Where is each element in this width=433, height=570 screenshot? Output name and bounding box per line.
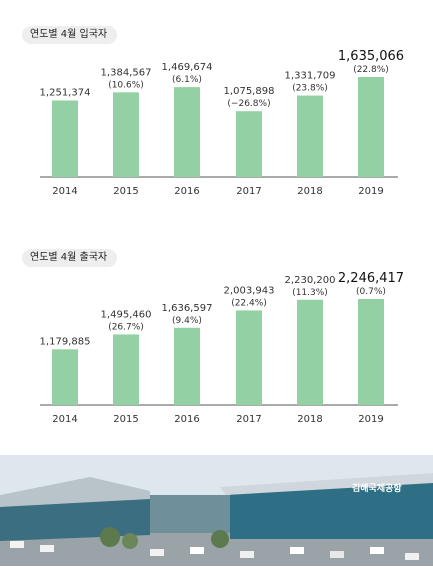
bar-2018 bbox=[297, 299, 323, 405]
value-label: 1,384,567 bbox=[101, 67, 152, 78]
growth-label: (0.7%) bbox=[356, 287, 386, 297]
center-terminal bbox=[150, 495, 240, 533]
value-label: 1,495,460 bbox=[101, 309, 152, 320]
bar-2017 bbox=[236, 111, 262, 177]
x-tick-label: 2015 bbox=[113, 186, 138, 197]
growth-label: (10.6%) bbox=[108, 80, 144, 90]
bar-2016 bbox=[174, 327, 200, 405]
value-label: 2,246,417 bbox=[338, 271, 404, 286]
x-tick-label: 2018 bbox=[297, 186, 322, 197]
growth-label: (11.3%) bbox=[292, 288, 328, 298]
main-terminal-roof bbox=[220, 473, 433, 495]
growth-label: (9.4%) bbox=[172, 316, 202, 326]
bar-2015 bbox=[113, 334, 139, 405]
arrivals-chart-title: 연도별 4월 입국자 bbox=[22, 26, 118, 44]
value-label: 1,179,885 bbox=[40, 336, 91, 347]
x-tick-label: 2016 bbox=[174, 414, 199, 425]
x-tick-label: 2015 bbox=[113, 414, 138, 425]
bar-2014 bbox=[52, 100, 78, 177]
value-label: 1,636,597 bbox=[162, 303, 213, 314]
airport-terminal-photo: 김해국제공항 bbox=[0, 455, 433, 566]
arrivals-bar-chart: 2014 1,251,374 2015 (10.6%) 1,384,567 2016 (6.… bbox=[40, 49, 405, 197]
growth-label: (−26.8%) bbox=[227, 99, 270, 109]
value-label: 1,469,674 bbox=[162, 62, 213, 73]
bar-2019 bbox=[358, 77, 384, 177]
arrivals-chart: 연도별 4월 입국자 2014 1,251,374 2015 (10.6%) 1,384… bbox=[0, 0, 433, 225]
x-tick-label: 2019 bbox=[358, 414, 383, 425]
x-tick-label: 2017 bbox=[236, 414, 261, 425]
x-tick-label: 2018 bbox=[297, 414, 322, 425]
x-tick-label: 2017 bbox=[236, 186, 261, 197]
growth-label: (22.4%) bbox=[231, 298, 267, 308]
x-tick-label: 2014 bbox=[52, 186, 77, 197]
bar-2017 bbox=[236, 310, 262, 405]
x-tick-label: 2014 bbox=[52, 414, 77, 425]
value-label: 1,075,898 bbox=[224, 86, 275, 97]
growth-label: (23.8%) bbox=[292, 84, 328, 94]
growth-label: (26.7%) bbox=[108, 322, 144, 332]
value-label: 2,003,943 bbox=[224, 285, 275, 296]
value-label: 1,251,374 bbox=[40, 87, 91, 98]
terminal-sign: 김해국제공항 bbox=[352, 482, 402, 494]
bar-2016 bbox=[174, 87, 200, 177]
value-label: 1,331,709 bbox=[285, 71, 336, 82]
value-label: 1,635,066 bbox=[338, 49, 404, 64]
bar-2015 bbox=[113, 92, 139, 177]
x-tick-label: 2019 bbox=[358, 186, 383, 197]
airport-terminal-illustration: 김해국제공항 bbox=[0, 455, 433, 566]
departures-chart-title: 연도별 4월 출국자 bbox=[22, 249, 118, 267]
departures-chart: 연도별 4월 출국자 2014 1,179,885 2015 (26.7%) 1,495… bbox=[0, 240, 433, 440]
growth-label: (6.1%) bbox=[172, 75, 202, 85]
growth-label: (22.8%) bbox=[353, 65, 389, 75]
bar-2018 bbox=[297, 95, 323, 177]
main-terminal-glass bbox=[230, 479, 433, 539]
bar-2014 bbox=[52, 349, 78, 405]
x-tick-label: 2016 bbox=[174, 186, 199, 197]
value-label: 2,230,200 bbox=[285, 275, 336, 286]
bar-2019 bbox=[358, 299, 384, 405]
departures-bar-chart: 2014 1,179,885 2015 (26.7%) 1,495,460 2016 (9.… bbox=[40, 271, 405, 425]
